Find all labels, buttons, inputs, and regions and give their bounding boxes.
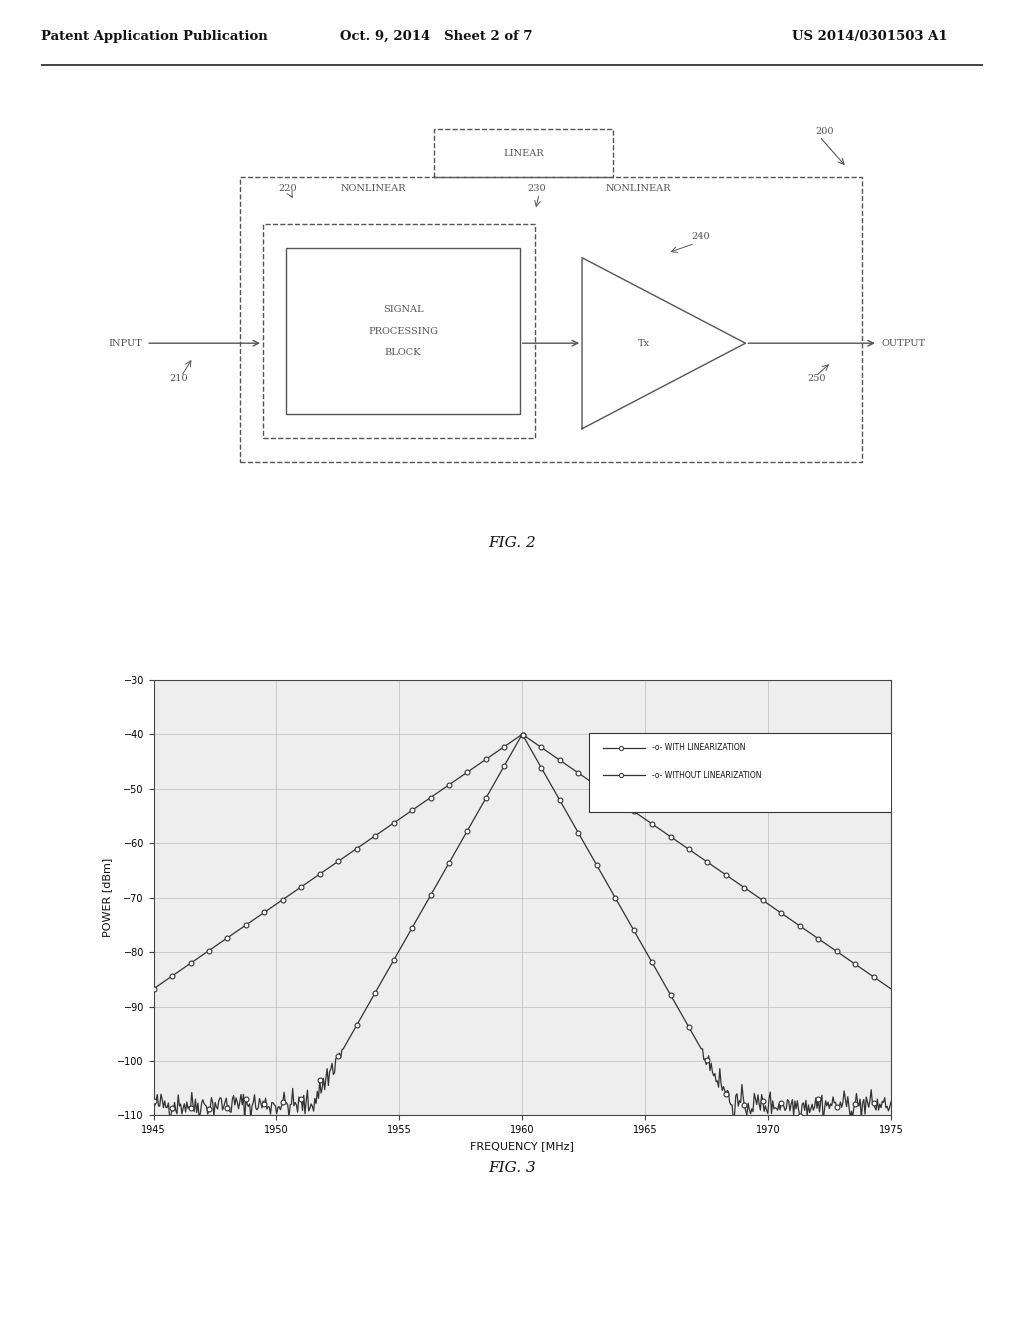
Text: 200: 200	[815, 127, 834, 136]
Text: FIG. 2: FIG. 2	[488, 536, 536, 550]
Text: 230: 230	[527, 183, 546, 193]
Text: 220: 220	[279, 183, 297, 193]
X-axis label: FREQUENCY [MHz]: FREQUENCY [MHz]	[470, 1140, 574, 1151]
Text: INPUT: INPUT	[109, 339, 142, 347]
Text: NONLINEAR: NONLINEAR	[341, 183, 407, 193]
Text: US 2014/0301503 A1: US 2014/0301503 A1	[793, 30, 948, 42]
Text: 250: 250	[808, 374, 826, 383]
Text: FIG. 3: FIG. 3	[488, 1162, 536, 1175]
Text: Patent Application Publication: Patent Application Publication	[41, 30, 267, 42]
Text: 210: 210	[170, 374, 188, 383]
Text: NONLINEAR: NONLINEAR	[605, 183, 671, 193]
Bar	[240, 177, 862, 462]
Text: -o- WITHOUT LINEARIZATION: -o- WITHOUT LINEARIZATION	[652, 771, 762, 780]
Text: BLOCK: BLOCK	[385, 348, 421, 358]
Text: Oct. 9, 2014   Sheet 2 of 7: Oct. 9, 2014 Sheet 2 of 7	[340, 30, 532, 42]
Y-axis label: POWER [dBm]: POWER [dBm]	[101, 858, 112, 937]
Text: PROCESSING: PROCESSING	[368, 327, 438, 335]
Text: 240: 240	[691, 231, 710, 240]
Bar	[434, 129, 613, 177]
Text: LINEAR: LINEAR	[504, 149, 544, 157]
Bar	[287, 248, 520, 414]
FancyBboxPatch shape	[589, 733, 898, 812]
Text: Tx: Tx	[638, 339, 650, 347]
Text: -o- WITH LINEARIZATION: -o- WITH LINEARIZATION	[652, 743, 746, 752]
Text: SIGNAL: SIGNAL	[383, 305, 423, 314]
Bar	[263, 224, 536, 438]
Text: OUTPUT: OUTPUT	[882, 339, 926, 347]
